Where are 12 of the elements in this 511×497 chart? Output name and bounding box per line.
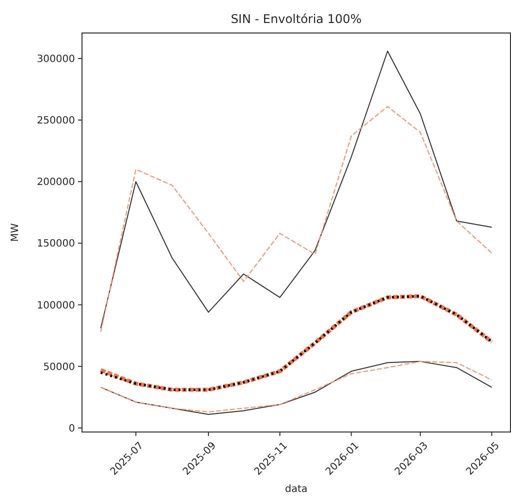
y-tick-label: 100000 [36,300,75,312]
x-axis-title: data [284,484,308,495]
chart-title: SIN - Envoltória 100% [230,12,362,26]
y-tick-label: 300000 [36,54,75,65]
line-series [100,106,492,332]
y-tick-label: 250000 [36,116,75,127]
y-tick-label: 0 [68,423,75,434]
y-tick-label: 200000 [36,177,75,188]
line-series [100,50,492,329]
y-tick-label: 50000 [43,362,75,373]
y-tick-label: 150000 [36,238,75,250]
y-axis-title: MW [10,223,21,242]
